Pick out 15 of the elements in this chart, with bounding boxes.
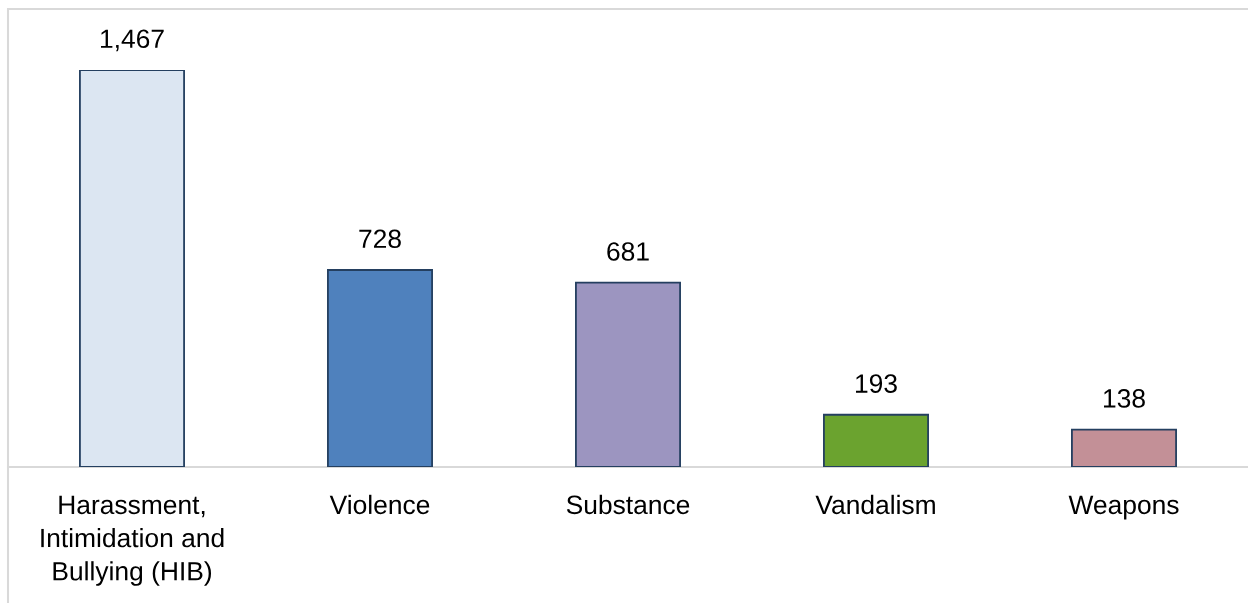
bar [823, 413, 929, 467]
x-tick-label: Substance [566, 494, 690, 515]
bar [79, 70, 185, 467]
data-label: 193 [856, 374, 897, 393]
x-tick-label: Harassment, Intimidation and Bullying (HIB) [41, 495, 224, 586]
bar [327, 269, 433, 467]
bar [575, 281, 681, 467]
x-tick-label: Violence [329, 494, 430, 515]
data-label: 728 [359, 229, 401, 249]
data-label: 138 [1104, 389, 1145, 408]
x-tick-label: Weapons [1068, 495, 1179, 520]
data-label: 1,467 [101, 29, 164, 52]
data-label: 681 [607, 242, 649, 261]
x-tick-label: Vandalism [815, 494, 935, 515]
bar [1071, 428, 1177, 467]
